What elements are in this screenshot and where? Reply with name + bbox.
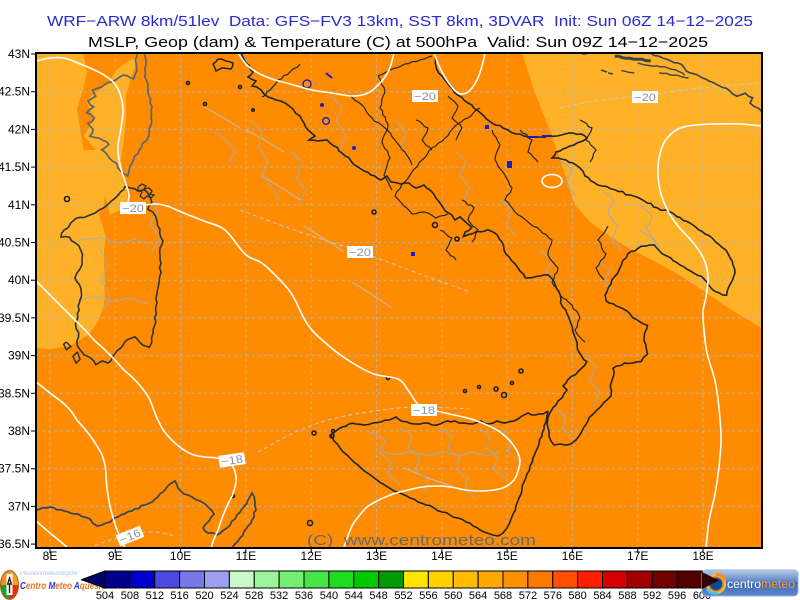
svg-text:11E: 11E — [236, 549, 256, 563]
svg-text:552: 552 — [394, 590, 412, 600]
svg-text:516: 516 — [170, 590, 188, 600]
svg-text:504: 504 — [96, 590, 114, 600]
svg-text:−20: −20 — [634, 92, 656, 104]
svg-text:596: 596 — [668, 590, 686, 600]
svg-text:MSLP, Geop (dam) & Temperature: MSLP, Geop (dam) & Temperature (C) at 50… — [88, 34, 708, 51]
svg-text:38.5N: 38.5N — [0, 386, 30, 400]
svg-text:41N: 41N — [8, 198, 30, 212]
svg-text:508: 508 — [121, 590, 139, 600]
svg-text:536: 536 — [295, 590, 313, 600]
svg-text:12E: 12E — [301, 549, 322, 563]
svg-text:588: 588 — [618, 590, 636, 600]
svg-text:37.5N: 37.5N — [0, 462, 30, 476]
svg-text:528: 528 — [245, 590, 263, 600]
svg-text:Previsioni meteorologiche: Previsioni meteorologiche — [20, 571, 79, 577]
svg-text:592: 592 — [643, 590, 661, 600]
svg-text:18E: 18E — [692, 549, 713, 563]
svg-text:524: 524 — [220, 590, 238, 600]
svg-text:36.5N: 36.5N — [0, 537, 30, 551]
svg-text:13E: 13E — [366, 549, 387, 563]
svg-text:15E: 15E — [496, 549, 517, 563]
svg-text:576: 576 — [544, 590, 562, 600]
svg-text:14E: 14E — [431, 549, 452, 563]
svg-text:−18: −18 — [413, 405, 435, 417]
svg-text:39.5N: 39.5N — [0, 311, 30, 325]
svg-text:Centro Meteo Aquesio: Centro Meteo Aquesio — [20, 580, 106, 592]
svg-text:17E: 17E — [627, 549, 648, 563]
svg-text:42.5N: 42.5N — [0, 85, 30, 99]
svg-text:16E: 16E — [562, 549, 583, 563]
svg-text:548: 548 — [369, 590, 387, 600]
svg-text:−20: −20 — [122, 203, 144, 215]
svg-text:572: 572 — [519, 590, 537, 600]
svg-text:8E: 8E — [43, 549, 58, 563]
svg-text:40N: 40N — [8, 273, 30, 287]
svg-text:39N: 39N — [8, 349, 30, 363]
svg-text:WRF−ARW 8km/51lev Data: GFS−F: WRF−ARW 8km/51lev Data: GFS−FV3 13km, SS… — [47, 13, 753, 30]
svg-text:−20: −20 — [414, 91, 436, 103]
svg-text:−18: −18 — [220, 454, 243, 469]
svg-text:544: 544 — [345, 590, 363, 600]
svg-text:564: 564 — [469, 590, 487, 600]
svg-text:37N: 37N — [8, 499, 30, 513]
svg-text:540: 540 — [320, 590, 338, 600]
svg-text:−20: −20 — [349, 247, 371, 259]
svg-text:600: 600 — [693, 590, 711, 600]
svg-text:38N: 38N — [8, 424, 30, 438]
svg-text:43N: 43N — [8, 47, 30, 61]
svg-text:556: 556 — [419, 590, 437, 600]
svg-text:532: 532 — [270, 590, 288, 600]
svg-text:584: 584 — [593, 590, 611, 600]
svg-text:9E: 9E — [108, 549, 123, 563]
svg-text:560: 560 — [444, 590, 462, 600]
svg-text:10E: 10E — [170, 549, 191, 563]
svg-text:(C) www.centrometeo.com: (C) www.centrometeo.com — [307, 533, 536, 549]
svg-text:580: 580 — [568, 590, 586, 600]
svg-text:520: 520 — [195, 590, 213, 600]
svg-text:42N: 42N — [8, 122, 30, 136]
svg-text:512: 512 — [146, 590, 164, 600]
svg-text:40.5N: 40.5N — [0, 236, 30, 250]
svg-text:568: 568 — [494, 590, 512, 600]
svg-text:centrometeo: centro meteo — [727, 579, 795, 591]
svg-text:41.5N: 41.5N — [0, 160, 30, 174]
